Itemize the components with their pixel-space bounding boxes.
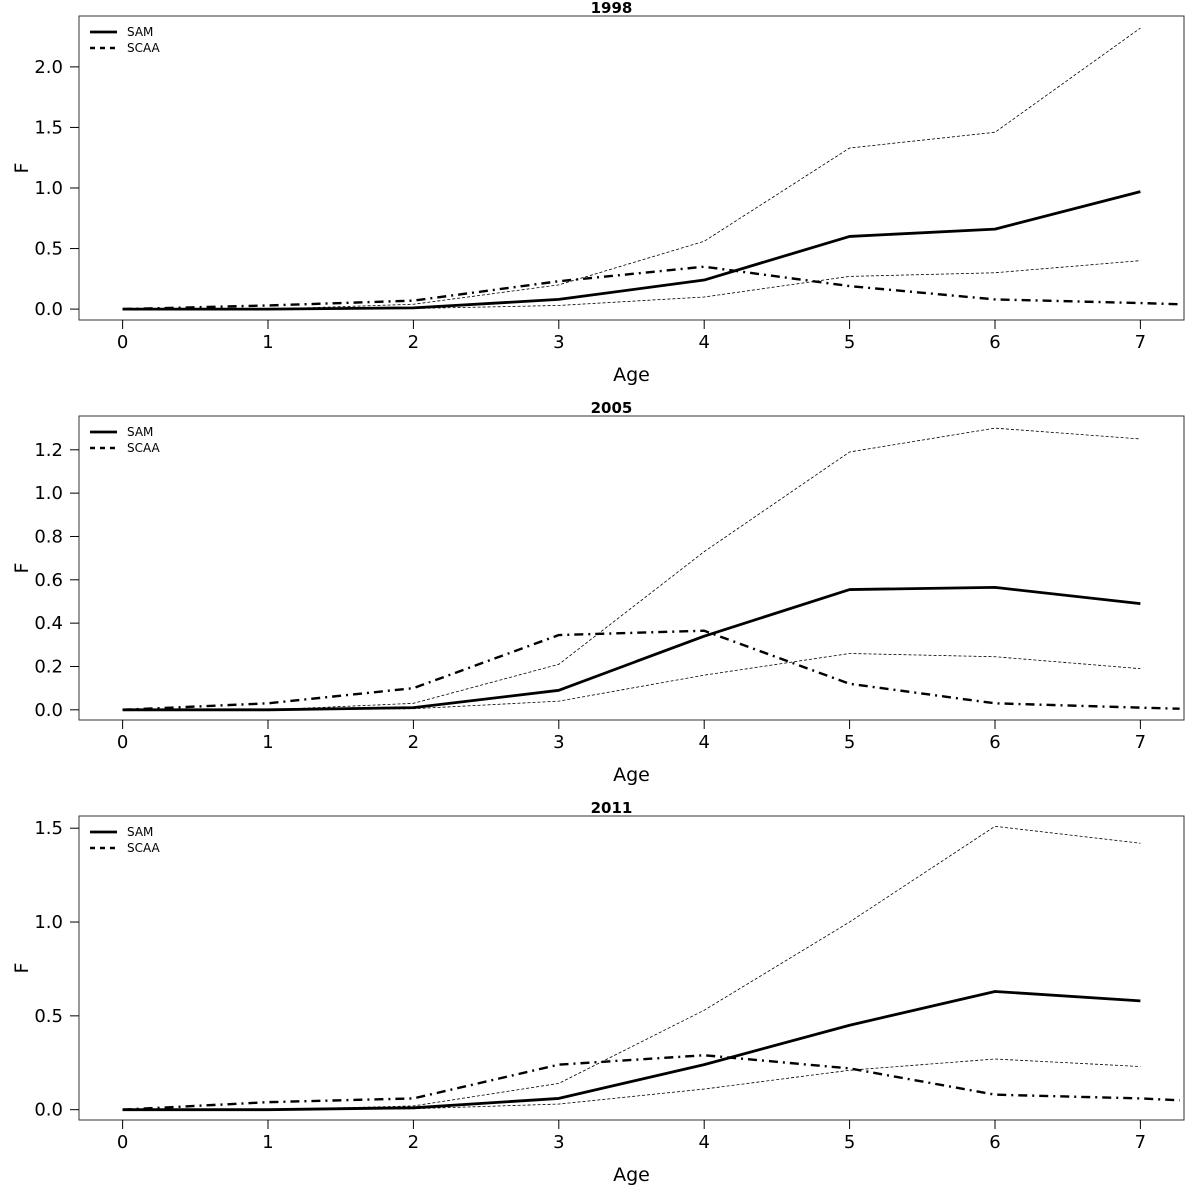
x-tick-label: 7: [1135, 332, 1146, 353]
series-sam-line: [122, 990, 1141, 1112]
y-tick-label: 0.2: [34, 656, 63, 677]
panel-1998: 1998 0 1 2 3 4 5 6 7 Age 0.0 0.5 1.0 1.5 2.0 F SAM SCAA: [11, 0, 1185, 386]
plot-frame: [78, 815, 1185, 1121]
series-dotted-lower-line: [122, 1058, 1141, 1111]
x-axis-label: Age: [613, 1164, 650, 1186]
x-tick-label: 0: [117, 332, 128, 353]
chart-title: 2005: [591, 399, 633, 417]
x-tick-label: 7: [1135, 1132, 1146, 1153]
x-tick-label: 6: [989, 1132, 1000, 1153]
x-tick-label: 3: [553, 1132, 564, 1153]
legend-label-sam: SAM: [127, 425, 153, 439]
series-group: [122, 427, 1180, 712]
x-axis-label: Age: [613, 764, 650, 786]
series-sam-line: [122, 585, 1141, 712]
y-tick-label: 1.5: [34, 117, 63, 138]
series-group: [122, 27, 1180, 311]
y-axis-label: F: [11, 163, 33, 174]
series-scaa-line: [122, 629, 1180, 712]
x-tick-label: 2: [408, 732, 419, 753]
y-tick-label: 0.0: [34, 1100, 63, 1121]
x-tick-label: 0: [117, 1132, 128, 1153]
y-tick-label: 0.6: [34, 570, 63, 591]
x-axis-label: Age: [613, 364, 650, 386]
plot-frame: [78, 15, 1185, 321]
legend: SAM SCAA: [90, 825, 161, 855]
x-tick-label: 5: [844, 332, 855, 353]
x-tick-label: 1: [262, 332, 273, 353]
legend: SAM SCAA: [90, 425, 161, 455]
series-dotted-lower-line: [122, 260, 1141, 310]
panel-2011: 2011 0 1 2 3 4 5 6 7 Age 0.0 0.5 1.0 1.5 F SAM SCAA: [11, 799, 1185, 1186]
x-tick-label: 7: [1135, 732, 1146, 753]
legend-label-scaa: SCAA: [127, 441, 161, 455]
y-tick-label: 0.5: [34, 1006, 63, 1027]
x-tick-label: 3: [553, 732, 564, 753]
x-tick-label: 2: [408, 1132, 419, 1153]
y-tick-label: 0.4: [34, 613, 63, 634]
x-tick-label: 6: [989, 332, 1000, 353]
series-dotted-upper-line: [122, 427, 1141, 711]
legend-label-sam: SAM: [127, 25, 153, 39]
chart-title: 2011: [591, 799, 633, 817]
x-tick-label: 3: [553, 332, 564, 353]
series-group: [122, 825, 1180, 1112]
series-sam-line: [122, 190, 1141, 311]
y-tick-label: 1.0: [34, 483, 63, 504]
x-tick-label: 5: [844, 732, 855, 753]
legend: SAM SCAA: [90, 25, 161, 55]
series-dotted-upper-line: [122, 27, 1141, 310]
x-tick-label: 6: [989, 732, 1000, 753]
series-scaa-line: [122, 1054, 1180, 1111]
series-scaa-line: [122, 265, 1180, 311]
x-tick-label: 4: [698, 332, 709, 353]
y-tick-label: 1.0: [34, 912, 63, 933]
y-tick-label: 0.8: [34, 526, 63, 547]
series-dotted-upper-line: [122, 825, 1141, 1111]
x-tick-label: 1: [262, 1132, 273, 1153]
x-tick-label: 4: [698, 1132, 709, 1153]
legend-label-scaa: SCAA: [127, 41, 161, 55]
x-tick-label: 5: [844, 1132, 855, 1153]
plot-frame: [78, 415, 1185, 721]
x-tick-label: 2: [408, 332, 419, 353]
y-tick-label: 0.5: [34, 239, 63, 260]
y-tick-label: 1.0: [34, 178, 63, 199]
y-tick-label: 2.0: [34, 57, 63, 78]
y-tick-label: 0.0: [34, 700, 63, 721]
legend-label-scaa: SCAA: [127, 841, 161, 855]
legend-label-sam: SAM: [127, 825, 153, 839]
y-tick-label: 1.2: [34, 440, 63, 461]
x-tick-label: 0: [117, 732, 128, 753]
x-tick-label: 4: [698, 732, 709, 753]
y-axis-label: F: [11, 563, 33, 574]
series-dotted-lower-line: [122, 653, 1141, 711]
chart-title: 1998: [591, 0, 633, 17]
y-tick-label: 1.5: [34, 818, 63, 839]
panel-2005: 2005 0 1 2 3 4 5 6 7 Age 0.0 0.2 0.4 0.6 0.8 1.0 1.2 F SAM…: [11, 399, 1185, 786]
y-tick-label: 0.0: [34, 299, 63, 320]
x-tick-label: 1: [262, 732, 273, 753]
y-axis-label: F: [11, 963, 33, 974]
